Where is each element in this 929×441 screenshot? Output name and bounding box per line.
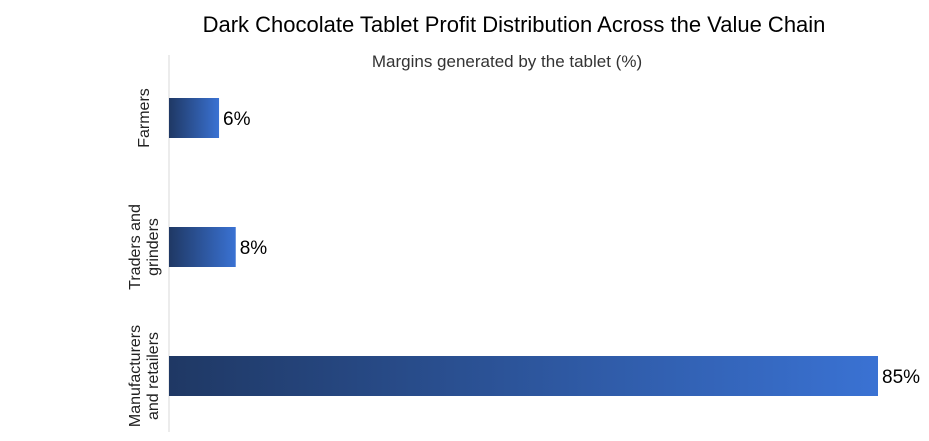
category-label-0: Farmers [136, 88, 153, 148]
bar-2 [169, 356, 878, 396]
category-labels: Farmers Traders andgrinders Manufacturersa… [127, 88, 162, 427]
bar-1 [169, 227, 236, 267]
category-label-1: Traders andgrinders [127, 204, 162, 290]
data-label-0: 6% [223, 109, 251, 130]
category-label-2: Manufacturersand retailers [127, 325, 162, 427]
data-label-1: 8% [240, 238, 268, 259]
value-labels: 6% 8% 85% [223, 109, 920, 388]
chart-subtitle: Margins generated by the tablet (%) [372, 52, 642, 71]
bar-0 [169, 98, 220, 138]
data-label-2: 85% [882, 367, 920, 388]
bars-group [169, 98, 878, 396]
chart-title: Dark Chocolate Tablet Profit Distributio… [203, 12, 826, 37]
